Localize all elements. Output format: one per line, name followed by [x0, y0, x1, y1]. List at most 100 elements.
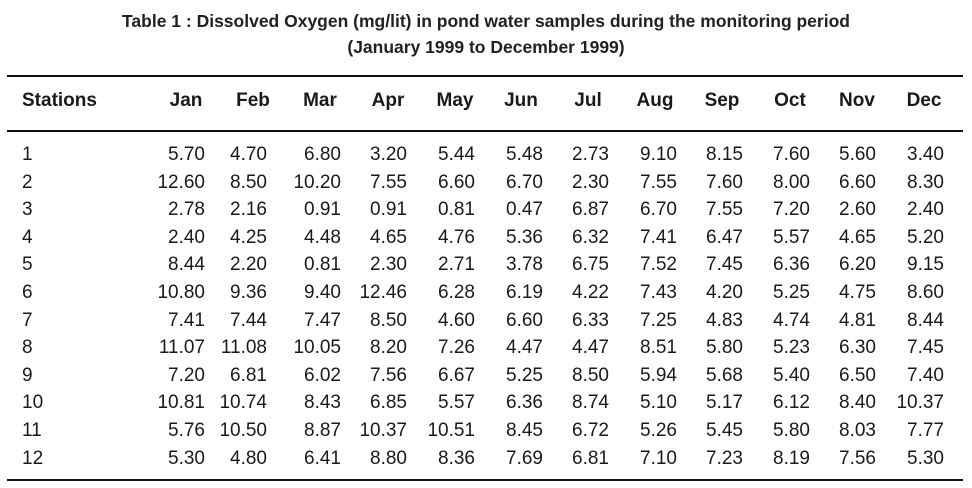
do-value-cell-aug: 7.41 [640, 226, 677, 248]
do-value-cell-mar: 6.41 [304, 447, 341, 469]
do-value-cell-may: 2.71 [438, 254, 475, 276]
do-value-cell-oct: 5.23 [773, 337, 810, 359]
do-value-cell-may: 6.67 [438, 364, 475, 386]
do-value-cell-nov: 6.30 [839, 337, 876, 359]
do-value-cell-oct: 4.74 [773, 309, 810, 331]
do-value-cell-jan: 7.41 [168, 309, 205, 331]
do-value-cell-may: 7.26 [438, 337, 475, 359]
station-id-cell: 12 [22, 447, 44, 469]
table-row: 9 7.20 6.81 6.02 7.56 6.67 5.25 8.50 5.94 5.68 5.4… [0, 362, 972, 390]
do-value-cell-jun: 6.70 [506, 171, 543, 193]
header-month-sep: Sep [704, 90, 740, 111]
do-value-cell-aug: 7.55 [640, 171, 677, 193]
do-value-cell-sep: 7.55 [706, 199, 743, 221]
do-value-cell-may: 5.44 [438, 144, 475, 165]
do-value-cell-sep: 7.60 [706, 171, 743, 193]
station-id-cell: 10 [22, 392, 44, 414]
do-value-cell-oct: 6.36 [773, 254, 810, 276]
do-value-cell-aug: 5.26 [640, 420, 677, 441]
do-value-cell-nov: 6.50 [839, 364, 876, 386]
station-id-cell: 7 [22, 309, 33, 331]
do-value-cell-jan: 5.70 [168, 144, 205, 165]
do-value-cell-nov: 8.40 [839, 392, 876, 414]
do-value-cell-apr: 3.20 [370, 144, 407, 165]
do-value-cell-mar: 6.02 [304, 364, 341, 386]
do-value-cell-apr: 2.30 [370, 254, 407, 276]
do-value-cell-jul: 6.75 [572, 254, 609, 276]
do-value-cell-dec: 2.40 [907, 199, 944, 221]
do-value-cell-dec: 8.60 [907, 282, 944, 303]
do-value-cell-mar: 10.20 [293, 171, 341, 193]
do-value-cell-dec: 3.40 [907, 144, 944, 165]
do-value-cell-apr: 10.37 [359, 420, 407, 441]
do-value-cell-feb: 9.36 [230, 282, 267, 303]
table-top-rule [7, 75, 963, 77]
caption-period: (January 1999 to December 1999) [347, 37, 625, 57]
do-value-cell-feb: 10.50 [219, 420, 267, 441]
do-value-cell-nov: 7.56 [839, 447, 876, 469]
table-row: 12 5.30 4.80 6.41 8.80 8.36 7.69 6.81 7.10 7.23 8.… [0, 445, 972, 473]
do-value-cell-jan: 5.30 [168, 447, 205, 469]
do-value-cell-dec: 5.30 [907, 447, 944, 469]
header-stations: Stations [22, 90, 97, 111]
station-id-cell: 5 [22, 254, 33, 276]
do-value-cell-oct: 5.25 [773, 282, 810, 303]
header-month-nov: Nov [839, 90, 875, 111]
table-caption: Table 1 : Dissolved Oxygen (mg/lit) in p… [0, 8, 972, 60]
do-value-cell-dec: 9.15 [907, 254, 944, 276]
table-row: 4 2.40 4.25 4.48 4.65 4.76 5.36 6.32 7.41 6.47 5.5… [0, 224, 972, 252]
do-value-cell-jun: 7.69 [506, 447, 543, 469]
do-value-cell-dec: 10.37 [896, 392, 944, 414]
table-row: 10 10.81 10.74 8.43 6.85 5.57 6.36 8.74 5.10 5.17… [0, 389, 972, 417]
header-month-aug: Aug [636, 90, 674, 111]
do-value-cell-aug: 6.70 [640, 199, 677, 221]
do-value-cell-jul: 8.74 [572, 392, 609, 414]
do-value-cell-may: 4.76 [438, 226, 475, 248]
do-value-cell-oct: 8.00 [773, 171, 810, 193]
do-value-cell-jul: 6.81 [572, 447, 609, 469]
do-value-cell-jul: 8.50 [572, 364, 609, 386]
do-value-cell-nov: 8.03 [839, 420, 876, 441]
do-value-cell-nov: 4.65 [839, 226, 876, 248]
do-value-cell-jan: 11.07 [158, 337, 205, 359]
table-header-rule [7, 130, 963, 132]
do-value-cell-jun: 4.47 [506, 337, 543, 359]
do-value-cell-oct: 5.57 [773, 226, 810, 248]
table-row: 3 2.78 2.16 0.91 0.91 0.81 0.47 6.87 6.70 7.55 7.2… [0, 196, 972, 224]
do-value-cell-jan: 2.78 [168, 199, 205, 221]
do-value-cell-feb: 8.50 [230, 171, 267, 193]
header-month-mar: Mar [303, 90, 337, 111]
header-month-jul: Jul [574, 90, 602, 111]
do-value-cell-jun: 6.19 [506, 282, 543, 303]
do-value-cell-feb: 4.70 [230, 144, 267, 165]
do-value-cell-dec: 8.30 [907, 171, 944, 193]
do-value-cell-jul: 6.32 [572, 226, 609, 248]
caption-title: Table 1 : Dissolved Oxygen (mg/lit) in p… [122, 11, 850, 31]
do-value-cell-may: 8.36 [438, 447, 475, 469]
table-row: 6 10.80 9.36 9.40 12.46 6.28 6.19 4.22 7.43 4.20 5… [0, 279, 972, 307]
table-row: 1 5.70 4.70 6.80 3.20 5.44 5.48 2.73 9.10 8.15 7.6… [0, 141, 972, 169]
do-value-cell-nov: 6.60 [839, 171, 876, 193]
do-value-cell-apr: 12.46 [359, 282, 407, 303]
do-value-cell-jul: 2.73 [572, 144, 609, 165]
do-value-cell-nov: 2.60 [839, 199, 876, 221]
do-value-cell-sep: 4.83 [706, 309, 743, 331]
do-value-cell-jan: 10.81 [157, 392, 205, 414]
do-value-cell-dec: 7.45 [907, 337, 944, 359]
do-value-cell-jan: 7.20 [168, 364, 205, 386]
do-value-cell-mar: 0.91 [304, 199, 341, 221]
do-value-cell-feb: 10.74 [219, 392, 267, 414]
do-value-cell-oct: 5.40 [773, 364, 810, 386]
station-id-cell: 11 [22, 420, 42, 441]
table-row: 5 8.44 2.20 0.81 2.30 2.71 3.78 6.75 7.52 7.45 6.3… [0, 251, 972, 279]
do-value-cell-sep: 7.23 [706, 447, 743, 469]
do-value-cell-mar: 6.80 [304, 144, 341, 165]
do-value-cell-sep: 4.20 [706, 282, 743, 303]
do-value-cell-jul: 4.47 [572, 337, 609, 359]
do-value-cell-oct: 8.19 [773, 447, 810, 469]
header-month-oct: Oct [774, 90, 806, 111]
do-value-cell-may: 4.60 [438, 309, 475, 331]
table-row: 8 11.07 11.08 10.05 8.20 7.26 4.47 4.47 8.51 5.80… [0, 334, 972, 362]
do-value-cell-oct: 6.12 [773, 392, 810, 414]
do-value-cell-sep: 8.15 [706, 144, 743, 165]
